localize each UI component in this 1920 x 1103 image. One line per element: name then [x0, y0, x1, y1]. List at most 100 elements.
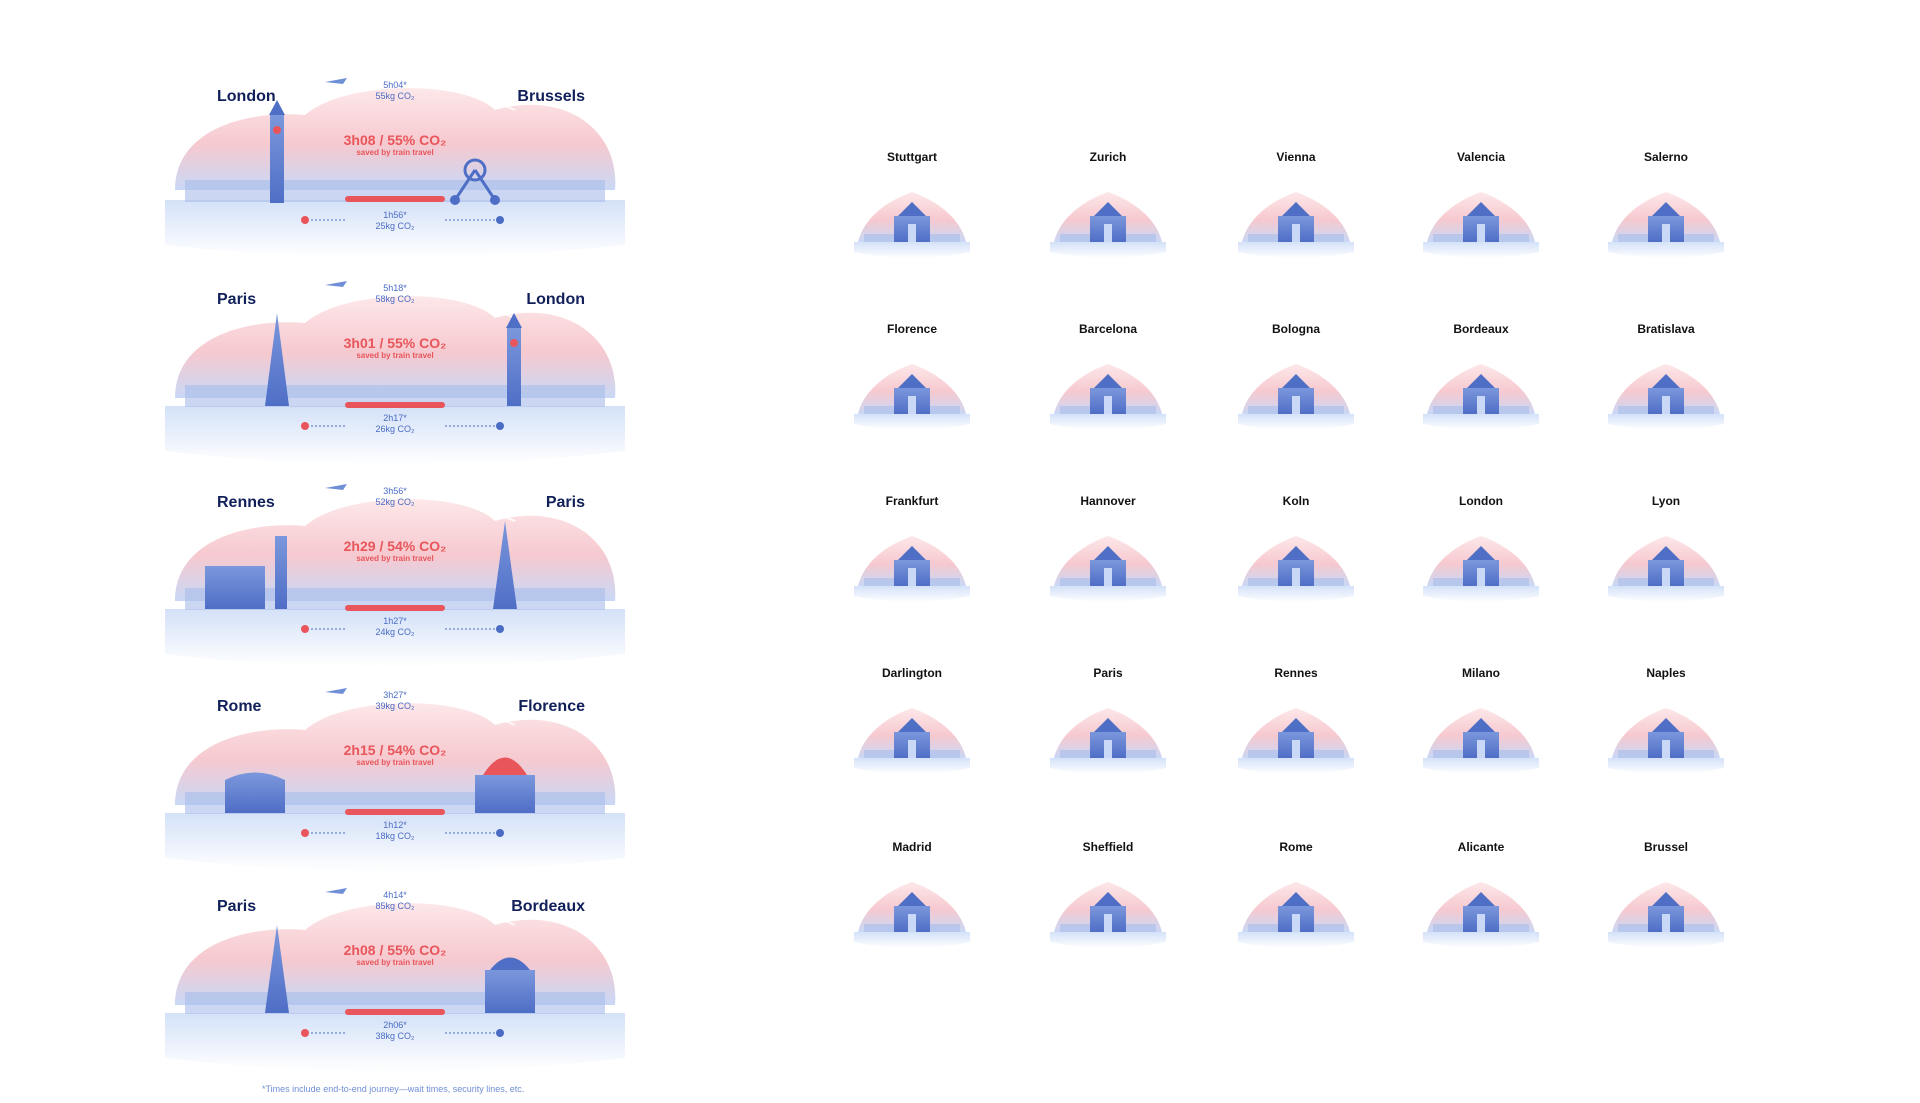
city-icon-label: Rome	[1279, 840, 1313, 854]
city-landmark-illustration	[1050, 536, 1166, 602]
city-icon-tile: Bordeaux	[1401, 322, 1561, 462]
origin-city: Paris	[217, 291, 257, 308]
city-icon-tile: Koln	[1216, 494, 1376, 634]
city-landmark-illustration	[854, 192, 970, 258]
city-icon-tile: Brussel	[1586, 840, 1746, 980]
train-co2: 26kg CO₂	[375, 424, 415, 434]
city-landmark-illustration	[1423, 192, 1539, 258]
city-icon-tile: Valencia	[1401, 150, 1561, 290]
city-icon-tile: Rennes	[1216, 666, 1376, 806]
savings: 2h08 / 55% CO₂ saved by train travel	[315, 942, 475, 968]
train-time: 1h12*	[383, 820, 407, 830]
flight-stats: 5h04* 55kg CO₂	[345, 80, 445, 102]
route-card: London Brussels 5h04* 55kg CO₂ 3h08 / 55…	[165, 70, 625, 280]
city-landmark-illustration	[1608, 882, 1724, 948]
city-icon-label: London	[1459, 494, 1503, 508]
train-stats: 2h17* 26kg CO₂	[345, 413, 445, 435]
city-icon-label: Hannover	[1080, 494, 1136, 508]
route-card: Rome Florence 3h27* 39kg CO₂ 2h15 / 54% …	[165, 680, 625, 890]
footnote: *Times include end-to-end journey—wait t…	[262, 1084, 525, 1094]
route-illustration	[165, 78, 625, 258]
destination-city: London	[526, 291, 585, 308]
flight-stats: 5h18* 58kg CO₂	[345, 283, 445, 305]
city-landmark-illustration	[1238, 536, 1354, 602]
flight-time: 4h14*	[383, 890, 407, 900]
city-icon-tile: Barcelona	[1028, 322, 1188, 462]
city-landmark-illustration	[1608, 364, 1724, 430]
city-icon-label: Alicante	[1457, 840, 1505, 854]
savings-note: saved by train travel	[356, 758, 434, 767]
city-icon-tile: Alicante	[1401, 840, 1561, 980]
savings-note: saved by train travel	[356, 148, 434, 157]
train-stats: 1h56* 25kg CO₂	[345, 210, 445, 232]
city-landmark-illustration	[1423, 536, 1539, 602]
city-landmark-illustration	[854, 708, 970, 774]
flight-time: 3h27*	[383, 690, 407, 700]
origin-city: Rennes	[217, 494, 275, 511]
flight-co2: 39kg CO₂	[375, 701, 415, 711]
city-icon-tile: Vienna	[1216, 150, 1376, 290]
train-time: 2h06*	[383, 1020, 407, 1030]
savings-value: 2h08 / 55% CO₂	[343, 942, 447, 958]
city-landmark-illustration	[854, 364, 970, 430]
destination-city: Brussels	[517, 88, 585, 105]
city-landmark-illustration	[1050, 882, 1166, 948]
flight-stats: 3h27* 39kg CO₂	[345, 690, 445, 712]
origin-city: Paris	[217, 898, 257, 915]
city-icon-label: Paris	[1093, 666, 1123, 680]
train-co2: 18kg CO₂	[375, 831, 415, 841]
city-icon-label: Salerno	[1643, 150, 1688, 164]
city-icon-label: Bratislava	[1637, 322, 1695, 336]
city-landmark-illustration	[1608, 708, 1724, 774]
train-co2: 38kg CO₂	[375, 1031, 415, 1041]
savings: 3h01 / 55% CO₂ saved by train travel	[315, 335, 475, 361]
city-icon-label: Zurich	[1089, 150, 1127, 164]
city-icon-label: Sheffield	[1082, 840, 1134, 854]
train-time: 1h27*	[383, 616, 407, 626]
route-illustration	[165, 484, 625, 668]
city-icon-label: Stuttgart	[887, 150, 937, 164]
city-icon-label: Madrid	[892, 840, 932, 854]
city-icon-tile: Frankfurt	[832, 494, 992, 634]
city-icon-label: Florence	[886, 322, 937, 336]
city-icon-label: Rennes	[1274, 666, 1318, 680]
train-co2: 24kg CO₂	[375, 627, 415, 637]
city-icon-tile: Stuttgart	[832, 150, 992, 290]
city-icon-tile: Bratislava	[1586, 322, 1746, 462]
flight-co2: 55kg CO₂	[375, 91, 415, 101]
destination-city: Bordeaux	[511, 898, 585, 915]
flight-co2: 85kg CO₂	[375, 901, 415, 911]
flight-co2: 58kg CO₂	[375, 294, 415, 304]
city-icon-label: Valencia	[1456, 150, 1506, 164]
savings-value: 3h01 / 55% CO₂	[343, 335, 447, 351]
flight-co2: 52kg CO₂	[375, 497, 415, 507]
city-icon-label: Koln	[1282, 494, 1310, 508]
city-icon-label: Bologna	[1272, 322, 1320, 336]
savings: 3h08 / 55% CO₂ saved by train travel	[315, 132, 475, 158]
city-landmark-illustration	[1238, 364, 1354, 430]
city-icon-tile: London	[1401, 494, 1561, 634]
city-icon-label: Frankfurt	[885, 494, 939, 508]
flight-time: 3h56*	[383, 486, 407, 496]
city-icon-label: Darlington	[882, 666, 942, 680]
city-icon-tile: Naples	[1586, 666, 1746, 806]
city-icon-tile: Rome	[1216, 840, 1376, 980]
city-icon-label: Barcelona	[1078, 322, 1138, 336]
city-landmark-illustration	[1238, 708, 1354, 774]
city-landmark-illustration	[1608, 536, 1724, 602]
train-stats: 1h12* 18kg CO₂	[345, 820, 445, 842]
city-landmark-illustration	[1238, 192, 1354, 258]
origin-city: London	[217, 88, 276, 105]
flight-stats: 4h14* 85kg CO₂	[345, 890, 445, 912]
train-time: 1h56*	[383, 210, 407, 220]
savings-value: 3h08 / 55% CO₂	[343, 132, 447, 148]
city-icon-label: Brussel	[1643, 840, 1689, 854]
savings-note: saved by train travel	[356, 958, 434, 967]
city-icon-tile: Milano	[1401, 666, 1561, 806]
route-card: Rennes Paris 3h56* 52kg CO₂ 2h29 / 54% C…	[165, 476, 625, 686]
route-card: Paris Bordeaux 4h14* 85kg CO₂ 2h08 / 55%…	[165, 880, 625, 1090]
savings-note: saved by train travel	[356, 554, 434, 563]
savings-note: saved by train travel	[356, 351, 434, 360]
savings: 2h15 / 54% CO₂ saved by train travel	[315, 742, 475, 768]
destination-city: Paris	[545, 494, 585, 511]
